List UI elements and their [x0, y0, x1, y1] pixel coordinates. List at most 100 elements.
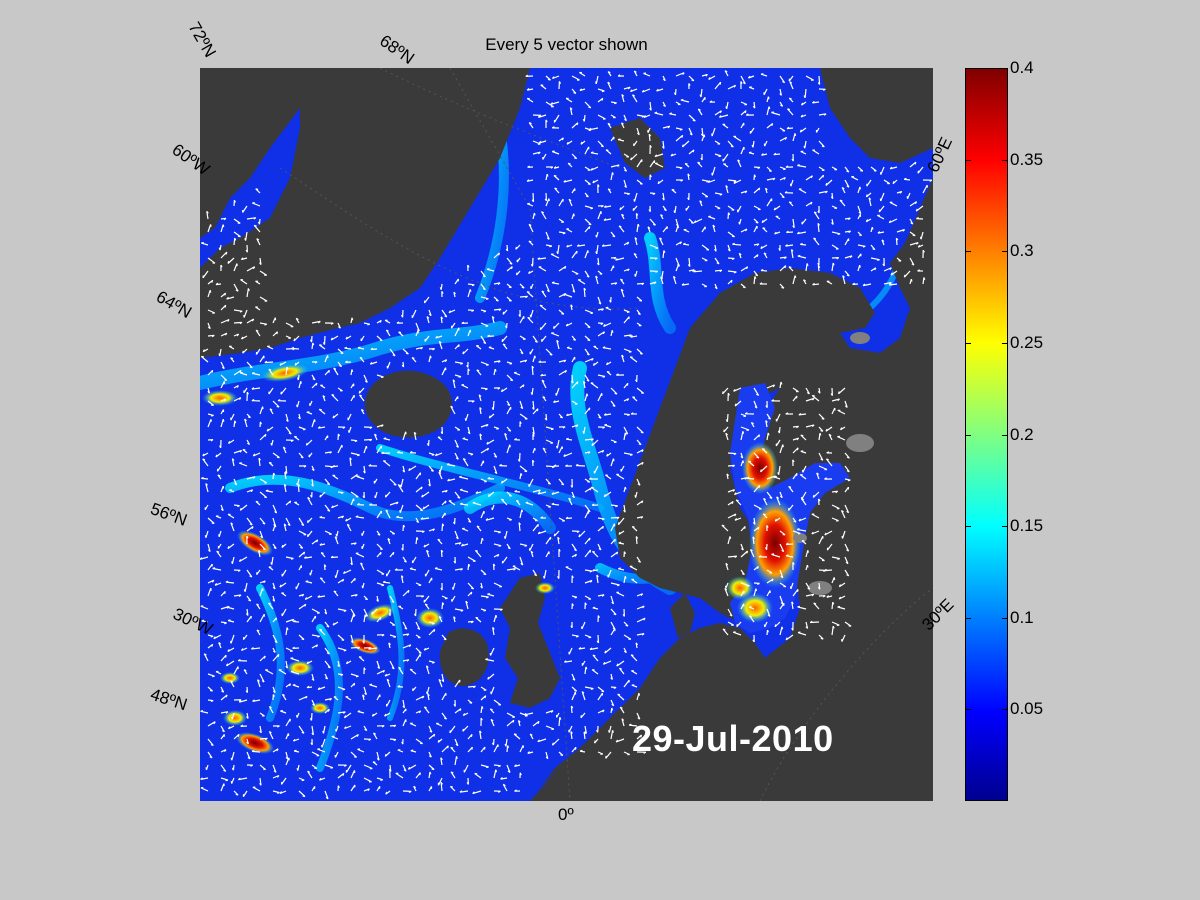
velocity-vector-head — [311, 678, 315, 681]
velocity-vector-head — [781, 626, 784, 630]
velocity-vector — [917, 166, 924, 174]
velocity-vector-head — [287, 523, 291, 527]
velocity-vector-head — [859, 264, 861, 268]
velocity-vector-head — [852, 282, 856, 285]
velocity-vector-head — [238, 594, 242, 597]
velocity-vector-head — [438, 340, 442, 344]
velocity-vector — [629, 724, 638, 727]
velocity-vector — [415, 738, 423, 745]
velocity-vector-head — [574, 553, 578, 557]
velocity-vector-head — [424, 706, 427, 709]
velocity-vector — [532, 400, 535, 410]
velocity-vector-head — [412, 688, 414, 691]
velocity-vector-head — [385, 509, 389, 512]
velocity-vector-head — [456, 445, 459, 448]
velocity-vector — [386, 678, 391, 688]
velocity-vector — [202, 458, 209, 467]
velocity-vector-head — [402, 469, 405, 473]
velocity-vector-head — [485, 424, 489, 427]
velocity-vector-head — [652, 192, 656, 196]
velocity-vector-head — [756, 393, 759, 396]
velocity-vector — [825, 179, 833, 186]
velocity-vector-head — [681, 144, 684, 148]
velocity-vector-head — [450, 771, 454, 774]
velocity-vector-head — [862, 245, 866, 248]
velocity-vector — [584, 510, 589, 519]
velocity-vector-head — [551, 76, 555, 79]
velocity-vector-head — [393, 739, 397, 742]
velocity-vector-head — [550, 102, 554, 105]
velocity-vector-head — [583, 731, 586, 735]
velocity-vector-head — [296, 377, 299, 381]
velocity-vector-head — [311, 732, 314, 736]
velocity-vector — [506, 764, 511, 773]
velocity-vector — [597, 114, 606, 120]
land — [200, 68, 933, 801]
velocity-vector-head — [638, 560, 641, 563]
velocity-vector-head — [227, 260, 230, 264]
velocity-vector — [240, 279, 248, 285]
velocity-vector-head — [837, 391, 840, 394]
velocity-vector-head — [222, 224, 225, 228]
velocity-vector-head — [746, 476, 750, 479]
velocity-vector-head — [553, 464, 557, 467]
velocity-vector-head — [350, 562, 353, 566]
velocity-vector-head — [402, 705, 405, 709]
velocity-vector — [246, 526, 254, 532]
velocity-vector-head — [639, 352, 643, 355]
velocity-vector — [578, 530, 586, 538]
velocity-vector — [589, 647, 599, 651]
velocity-vector-head — [326, 625, 330, 628]
velocity-vector — [532, 489, 541, 493]
velocity-vector — [766, 491, 773, 499]
velocity-vector-head — [562, 232, 566, 235]
velocity-vector-head — [727, 212, 731, 216]
velocity-vector-head — [485, 298, 489, 300]
velocity-vector — [349, 457, 352, 467]
velocity-vector-head — [629, 454, 633, 456]
velocity-vector — [311, 751, 320, 757]
velocity-vector — [350, 452, 360, 456]
velocity-vector-head — [237, 658, 241, 662]
velocity-vector-head — [440, 587, 443, 591]
velocity-vector-head — [230, 357, 234, 360]
velocity-vector-head — [659, 237, 663, 240]
velocity-vector-head — [768, 170, 772, 172]
velocity-vector-head — [758, 187, 761, 191]
velocity-vector-head — [248, 599, 251, 602]
velocity-vector — [265, 669, 274, 675]
velocity-vector — [602, 244, 612, 247]
velocity-vector — [584, 101, 592, 109]
velocity-vector — [285, 618, 294, 623]
velocity-vector-head — [472, 501, 476, 504]
velocity-vector-head — [401, 575, 404, 578]
velocity-vector-head — [889, 282, 892, 285]
velocity-vector-head — [369, 361, 373, 365]
velocity-vector-head — [812, 394, 815, 397]
velocity-vector-head — [444, 315, 448, 318]
velocity-vector-head — [576, 635, 579, 638]
velocity-vector-head — [263, 580, 266, 584]
velocity-vector — [335, 569, 339, 579]
velocity-vector-head — [846, 549, 849, 552]
velocity-vector-head — [272, 694, 275, 697]
velocity-vector-head — [736, 499, 739, 502]
velocity-vector-head — [284, 472, 287, 475]
velocity-vector-head — [460, 609, 464, 612]
velocity-vector-head — [573, 92, 577, 94]
velocity-vector-head — [832, 262, 835, 266]
velocity-vector-head — [406, 659, 410, 662]
velocity-vector-head — [335, 728, 337, 732]
velocity-vector-head — [820, 637, 824, 640]
velocity-vector-head — [408, 790, 412, 794]
velocity-vector-head — [919, 236, 922, 240]
velocity-vector-head — [547, 78, 551, 81]
velocity-vector — [584, 146, 590, 155]
velocity-vector-head — [612, 730, 614, 733]
velocity-vector-head — [407, 766, 411, 770]
velocity-vector-head — [787, 108, 791, 111]
velocity-vector — [753, 187, 761, 194]
velocity-vector-head — [797, 231, 800, 235]
velocity-vector — [272, 634, 278, 643]
velocity-vector — [519, 315, 525, 324]
